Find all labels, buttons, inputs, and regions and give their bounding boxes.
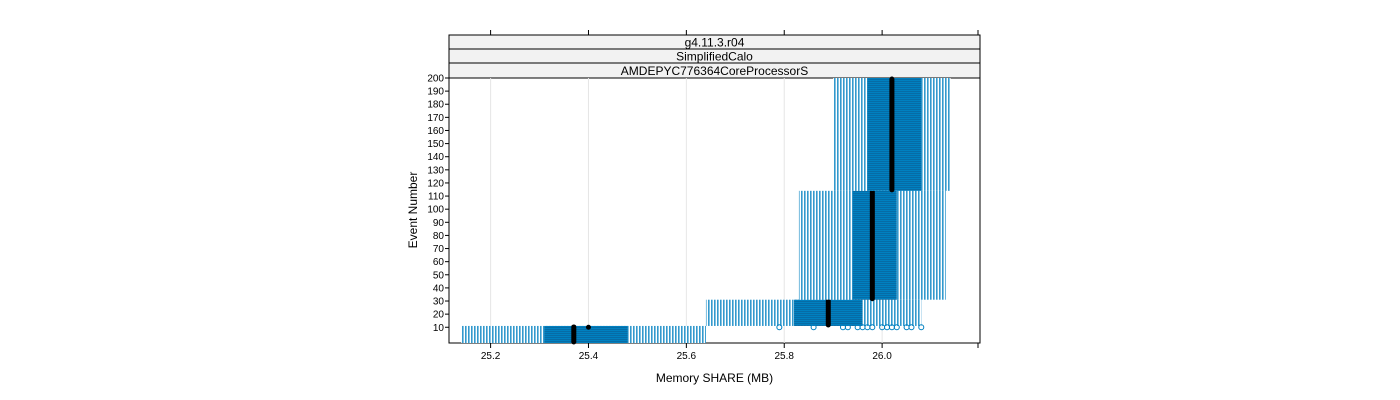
y-tick-label-2: 30	[433, 297, 445, 308]
outlier-13	[918, 324, 925, 331]
x-tick-label-0: 25.2	[481, 351, 501, 362]
y-tick-label-17: 180	[427, 100, 444, 111]
x-axis: 25.2 25.4 25.6 25.8 26.0	[481, 30, 979, 362]
outlier-2	[844, 324, 851, 331]
y-tick-label-16: 170	[427, 113, 444, 124]
x-axis-label: Memory SHARE (MB)	[656, 371, 773, 385]
x-tick-label-3: 25.8	[775, 351, 795, 362]
outlier-6	[869, 324, 876, 331]
y-tick-label-8: 90	[433, 218, 445, 229]
x-tick-label-2: 25.6	[677, 351, 697, 362]
box-group	[461, 76, 951, 345]
mean-0	[585, 324, 591, 330]
y-tick-label-0: 10	[433, 323, 445, 334]
plot-panel	[448, 77, 981, 344]
y-tick-label-11: 120	[427, 178, 444, 189]
x-tick-label-4: 26.0	[872, 351, 892, 362]
strip-label-1: g4.11.3.r04	[685, 36, 745, 50]
y-tick-label-19: 200	[427, 74, 444, 85]
outlier-14	[776, 324, 783, 331]
y-axis-label: Event Number	[406, 172, 420, 249]
y-tick-label-13: 140	[427, 152, 444, 163]
strip-group: g4.11.3.r04 SimplifiedCalo AMDEPYC776364…	[448, 34, 981, 79]
y-tick-label-3: 40	[433, 283, 445, 294]
strip-label-3: AMDEPYC776364CoreProcessorS	[621, 64, 808, 78]
outlier-group	[776, 324, 925, 331]
strip-label-2: SimplifiedCalo	[676, 50, 753, 64]
y-tick-label-10: 110	[428, 192, 444, 203]
outlier-12	[908, 324, 915, 331]
y-tick-label-12: 130	[427, 165, 444, 176]
outlier-0	[810, 324, 817, 331]
y-tick-label-14: 150	[427, 139, 444, 150]
y-tick-label-5: 60	[433, 257, 445, 268]
box-0	[544, 325, 628, 343]
outlier-10	[893, 324, 900, 331]
y-tick-label-7: 80	[433, 231, 445, 242]
y-tick-label-15: 160	[427, 126, 444, 137]
y-tick-label-9: 100	[427, 205, 444, 216]
y-axis: 10 20 30 40 50 60 70 80 90 100 110 120 130 140 150 160 1…	[427, 74, 449, 334]
y-tick-label-4: 50	[433, 270, 445, 281]
y-tick-label-1: 20	[433, 310, 445, 321]
x-tick-label-1: 25.4	[579, 351, 599, 362]
y-tick-label-6: 70	[433, 244, 445, 255]
y-tick-label-18: 190	[427, 87, 444, 98]
